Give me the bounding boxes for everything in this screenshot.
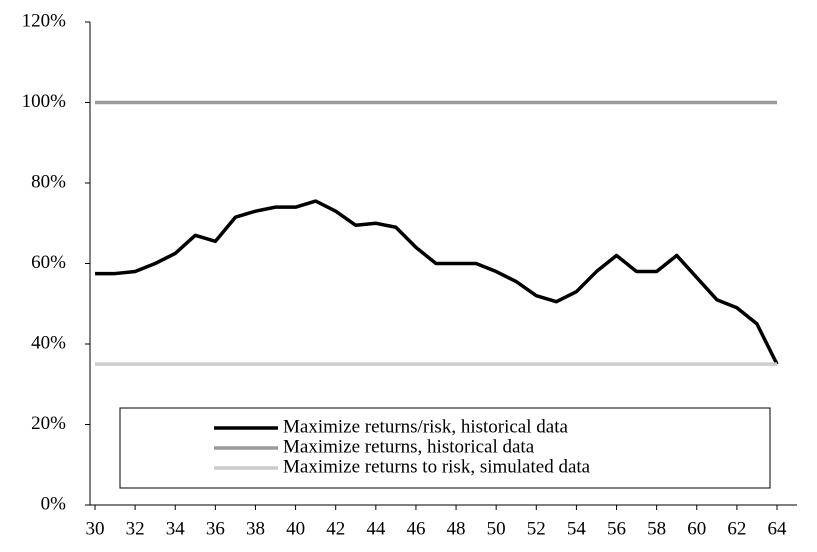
x-tick-label: 48 xyxy=(447,518,466,539)
x-tick-label: 62 xyxy=(727,518,746,539)
x-tick-label: 34 xyxy=(166,518,186,539)
legend-label: Maximize returns to risk, simulated data xyxy=(283,456,591,477)
x-tick-label: 38 xyxy=(246,518,265,539)
y-tick-label: 100% xyxy=(22,91,67,112)
x-tick-label: 60 xyxy=(687,518,706,539)
x-tick-label: 52 xyxy=(527,518,546,539)
x-tick-label: 46 xyxy=(406,518,425,539)
x-tick-label: 44 xyxy=(366,518,386,539)
y-tick-label: 120% xyxy=(22,10,67,31)
x-tick-label: 32 xyxy=(126,518,145,539)
x-tick-label: 54 xyxy=(567,518,587,539)
x-tick-label: 36 xyxy=(206,518,225,539)
x-tick-label: 30 xyxy=(86,518,105,539)
x-tick-label: 50 xyxy=(487,518,506,539)
y-tick-label: 60% xyxy=(31,252,66,273)
x-tick-label: 56 xyxy=(607,518,626,539)
x-tick-label: 58 xyxy=(647,518,666,539)
y-tick-label: 80% xyxy=(31,171,66,192)
y-tick-label: 20% xyxy=(31,413,66,434)
x-tick-label: 42 xyxy=(326,518,345,539)
legend-label: Maximize returns/risk, historical data xyxy=(283,416,568,437)
x-tick-label: 40 xyxy=(286,518,305,539)
y-tick-label: 40% xyxy=(31,332,66,353)
x-tick-label: 64 xyxy=(768,518,788,539)
legend-label: Maximize returns, historical data xyxy=(283,436,535,457)
y-tick-label: 0% xyxy=(41,493,67,514)
series-line xyxy=(95,199,779,365)
